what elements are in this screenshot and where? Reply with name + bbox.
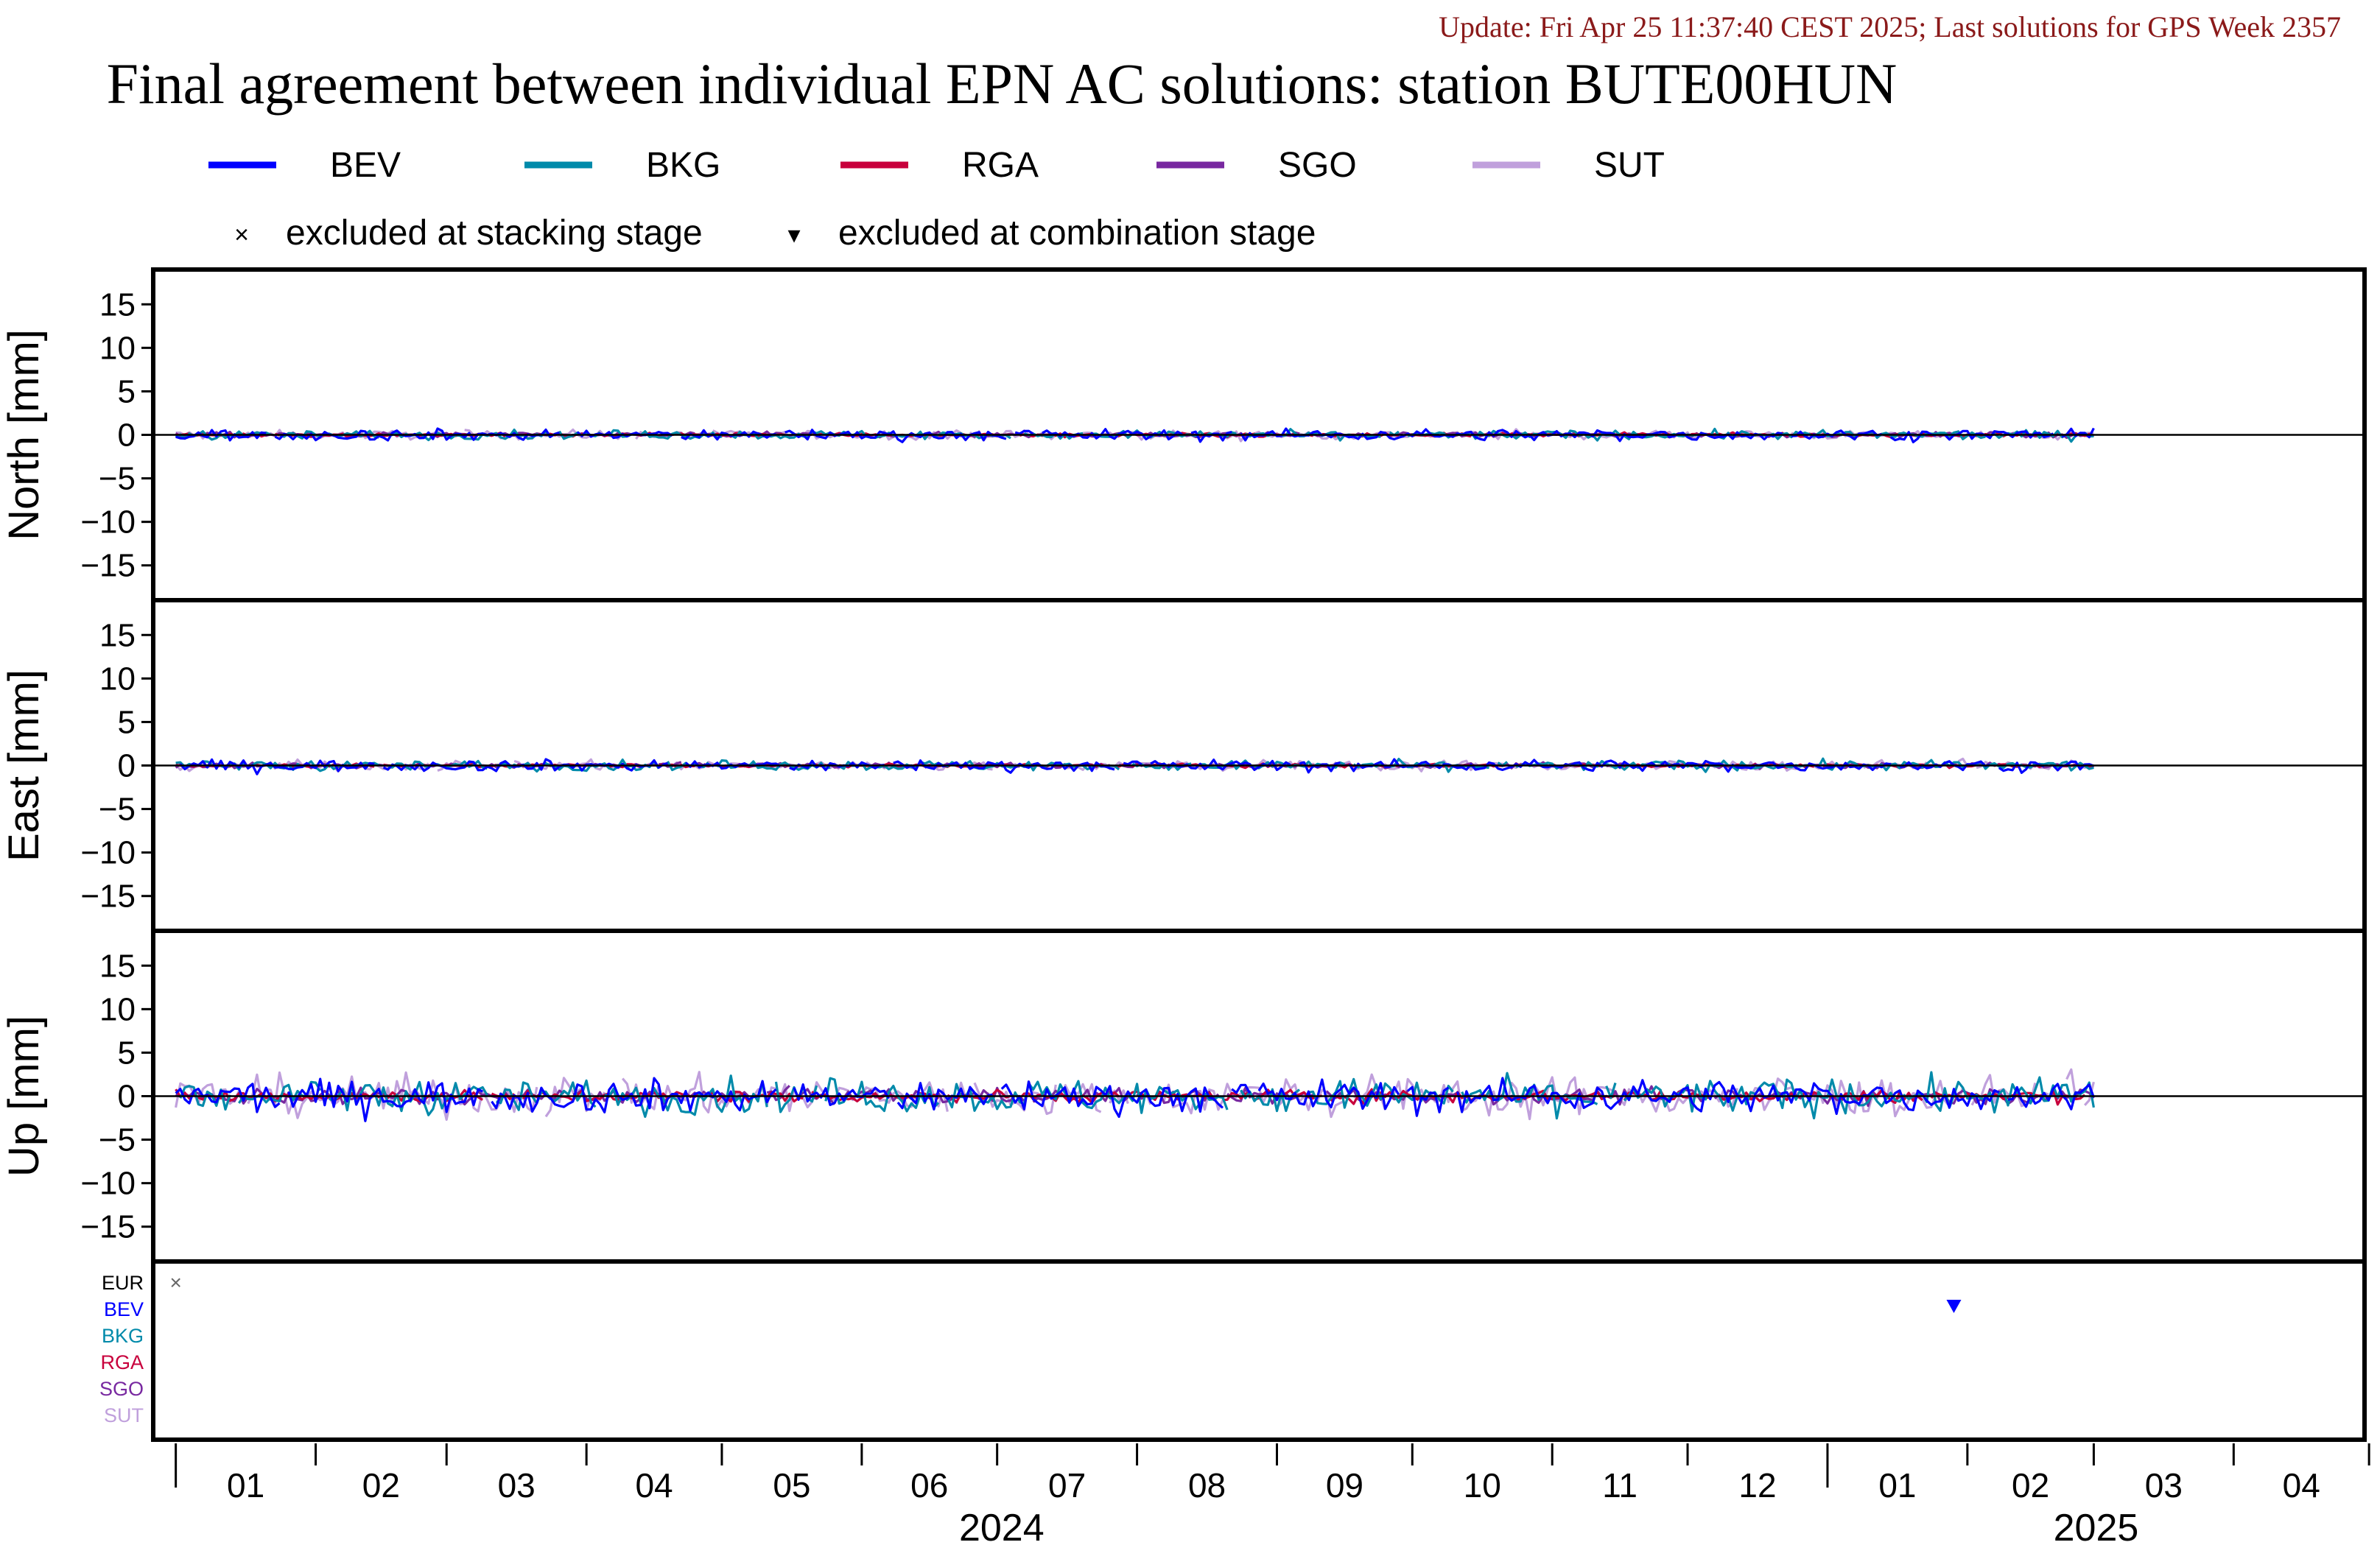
legend-marker-symbol: × [234,221,249,249]
legend-marker-symbol: ▾ [787,221,800,249]
exclusion-row-label-sut: SUT [104,1404,144,1426]
y-tick-label: −10 [80,1166,136,1202]
y-tick-label: −15 [80,879,136,915]
x-month-label: 05 [773,1466,810,1504]
y-axis-label: East [mm] [0,669,48,862]
x-month-label: 04 [2283,1466,2320,1504]
exclusion-row-label-sgo: SGO [99,1378,144,1400]
x-month-label: 02 [2012,1466,2049,1504]
stacking-exclusion-marker: × [169,1271,181,1294]
y-tick-label: 0 [118,1079,136,1115]
x-month-label: 06 [910,1466,948,1504]
y-tick-label: −5 [99,461,136,497]
exclusion-row-label-bkg: BKG [102,1325,144,1347]
panel-up: −15 −10 −5 0 5 10 15 Up [mm] [0,929,2367,1264]
plot-panels: −15 −10 −5 0 5 10 15 North [mm] −15 −10 −5 0 5 10 15 Ea… [0,267,2367,1264]
x-month-label: 02 [362,1466,400,1504]
combination-exclusion-marker [1946,1300,1962,1313]
exclusion-row-label-rga: RGA [100,1351,144,1373]
legend-label-sut: SUT [1594,146,1665,185]
y-tick-label: 5 [118,704,136,740]
y-tick-label: −5 [99,792,136,828]
legend-label-sgo: SGO [1278,146,1357,185]
y-tick-label: −15 [80,1209,136,1245]
exclusion-frame [151,1259,2367,1442]
exclusion-panel: EUR BEV BKG RGA SGO SUT × [99,1259,2367,1442]
legend-label-rga: RGA [962,146,1039,185]
x-month-label: 11 [1602,1466,1637,1504]
y-tick-label: 10 [99,991,136,1027]
y-tick-label: 0 [118,748,136,784]
update-text: Update: Fri Apr 25 11:37:40 CEST 2025; L… [1439,10,2341,43]
y-tick-label: −5 [99,1122,136,1158]
panel-east: −15 −10 −5 0 5 10 15 East [mm] [0,598,2367,933]
x-axis: 01 02 03 04 05 06 07 08 09 10 11 12 01 02 03 04 2024 2025 [175,1443,2370,1545]
x-month-label: 07 [1048,1466,1086,1504]
x-month-label: 03 [2145,1466,2183,1504]
x-year-label: 2025 [2054,1507,2139,1545]
y-tick-label: 15 [99,617,136,653]
y-tick-label: 5 [118,373,136,409]
legend-marker-label: excluded at combination stage [838,214,1316,253]
y-tick-label: 15 [99,286,136,323]
x-month-label: 12 [1738,1466,1776,1504]
y-tick-label: −15 [80,548,136,584]
y-tick-label: 15 [99,948,136,984]
x-month-label: 03 [498,1466,536,1504]
y-tick-label: −10 [80,835,136,871]
x-month-label: 01 [1878,1466,1916,1504]
y-tick-label: 10 [99,661,136,697]
exclusion-row-label-bev: BEV [104,1298,144,1320]
y-tick-label: 0 [118,418,136,454]
exclusion-row-label-eur: EUR [102,1272,144,1294]
x-month-label: 09 [1326,1466,1363,1504]
x-year-label: 2024 [959,1507,1045,1545]
x-month-label: 04 [635,1466,673,1504]
y-tick-label: −10 [80,504,136,541]
legend: BEV BKG RGA SGO SUT × excluded at stacking sta… [208,146,1665,253]
legend-label-bev: BEV [330,146,401,185]
y-axis-label: Up [mm] [0,1016,48,1177]
panel-north: −15 −10 −5 0 5 10 15 North [mm] [0,267,2367,602]
y-tick-label: 10 [99,330,136,366]
legend-label-bkg: BKG [646,146,720,185]
legend-marker-label: excluded at stacking stage [286,214,703,253]
chart-title: Final agreement between individual EPN A… [107,52,1898,116]
x-month-label: 10 [1464,1466,1501,1504]
x-month-label: 08 [1188,1466,1226,1504]
x-month-label: 01 [227,1466,264,1504]
y-axis-label: North [mm] [0,329,48,541]
y-tick-label: 5 [118,1035,136,1071]
